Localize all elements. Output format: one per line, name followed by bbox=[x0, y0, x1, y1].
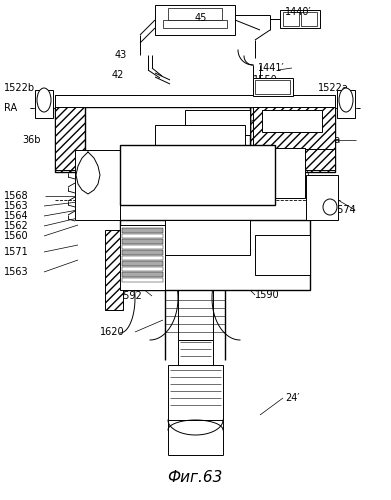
Text: 1590: 1590 bbox=[255, 290, 280, 300]
Bar bbox=[122, 266, 163, 271]
Text: 1566: 1566 bbox=[118, 273, 143, 283]
Text: 43: 43 bbox=[115, 50, 127, 60]
Bar bbox=[245, 148, 305, 198]
Bar bbox=[168, 365, 223, 420]
Bar bbox=[255, 235, 310, 275]
Text: Фиг.63: Фиг.63 bbox=[167, 470, 223, 486]
Bar bbox=[120, 225, 165, 290]
Text: 42: 42 bbox=[112, 70, 124, 80]
Bar bbox=[122, 272, 163, 276]
Text: 36b: 36b bbox=[22, 135, 41, 145]
Text: 1594: 1594 bbox=[255, 267, 280, 277]
Bar bbox=[55, 95, 85, 170]
Bar bbox=[122, 244, 163, 249]
Text: 1620: 1620 bbox=[100, 327, 125, 337]
Bar bbox=[253, 78, 293, 96]
Text: 1560: 1560 bbox=[4, 231, 29, 241]
Bar bbox=[165, 220, 250, 255]
Bar bbox=[306, 175, 338, 220]
Text: 1563: 1563 bbox=[4, 201, 29, 211]
Text: 24′: 24′ bbox=[285, 393, 300, 403]
Text: 1562: 1562 bbox=[4, 221, 29, 231]
Bar bbox=[280, 10, 320, 28]
Bar bbox=[122, 239, 163, 244]
Bar bbox=[122, 261, 163, 266]
Bar bbox=[283, 12, 299, 26]
Text: 45: 45 bbox=[195, 13, 207, 23]
Text: 1564: 1564 bbox=[118, 282, 143, 292]
Bar bbox=[155, 125, 245, 150]
Text: 1610: 1610 bbox=[196, 157, 221, 167]
Bar bbox=[163, 20, 227, 28]
Bar bbox=[178, 340, 213, 365]
Text: 1570: 1570 bbox=[155, 177, 180, 187]
Bar bbox=[55, 95, 335, 107]
Bar bbox=[168, 8, 222, 20]
Ellipse shape bbox=[323, 199, 337, 215]
Bar bbox=[122, 256, 163, 260]
Text: 1522b: 1522b bbox=[4, 83, 35, 93]
Bar bbox=[301, 12, 317, 26]
Bar bbox=[185, 110, 250, 135]
Text: RA: RA bbox=[342, 103, 355, 113]
Bar bbox=[262, 110, 322, 132]
Text: H: H bbox=[93, 205, 100, 215]
Text: 1441′: 1441′ bbox=[258, 63, 285, 73]
Bar bbox=[122, 228, 163, 232]
Text: 1596: 1596 bbox=[278, 250, 303, 260]
Text: 36a: 36a bbox=[322, 135, 340, 145]
Bar bbox=[75, 150, 120, 220]
Bar bbox=[35, 90, 53, 118]
Text: 1440′: 1440′ bbox=[285, 7, 312, 17]
Bar bbox=[122, 234, 163, 238]
Bar bbox=[337, 90, 355, 118]
Text: 1563: 1563 bbox=[4, 267, 29, 277]
Ellipse shape bbox=[37, 88, 51, 112]
Text: 1526: 1526 bbox=[120, 95, 145, 105]
Bar bbox=[55, 107, 140, 172]
Text: 1550: 1550 bbox=[253, 75, 278, 85]
Text: 1574: 1574 bbox=[332, 205, 357, 215]
Bar bbox=[120, 220, 310, 290]
Bar bbox=[305, 95, 335, 170]
Text: 1592: 1592 bbox=[118, 291, 143, 301]
Bar bbox=[250, 107, 335, 172]
Bar bbox=[85, 107, 250, 172]
Bar bbox=[253, 107, 335, 149]
Ellipse shape bbox=[339, 88, 353, 112]
Text: 1568: 1568 bbox=[4, 191, 29, 201]
Text: 1522a: 1522a bbox=[318, 83, 349, 93]
Bar bbox=[120, 145, 275, 205]
Bar bbox=[122, 278, 163, 282]
Text: 1571: 1571 bbox=[4, 247, 29, 257]
Text: 1524: 1524 bbox=[280, 105, 305, 115]
Text: 1602: 1602 bbox=[278, 259, 303, 269]
Bar bbox=[122, 250, 163, 254]
Text: 1606: 1606 bbox=[272, 173, 296, 183]
Text: 1530: 1530 bbox=[223, 112, 248, 122]
Text: RA: RA bbox=[4, 103, 17, 113]
Text: 1564: 1564 bbox=[4, 211, 29, 221]
Bar bbox=[105, 230, 123, 310]
Bar bbox=[255, 80, 290, 94]
Bar bbox=[155, 5, 235, 35]
